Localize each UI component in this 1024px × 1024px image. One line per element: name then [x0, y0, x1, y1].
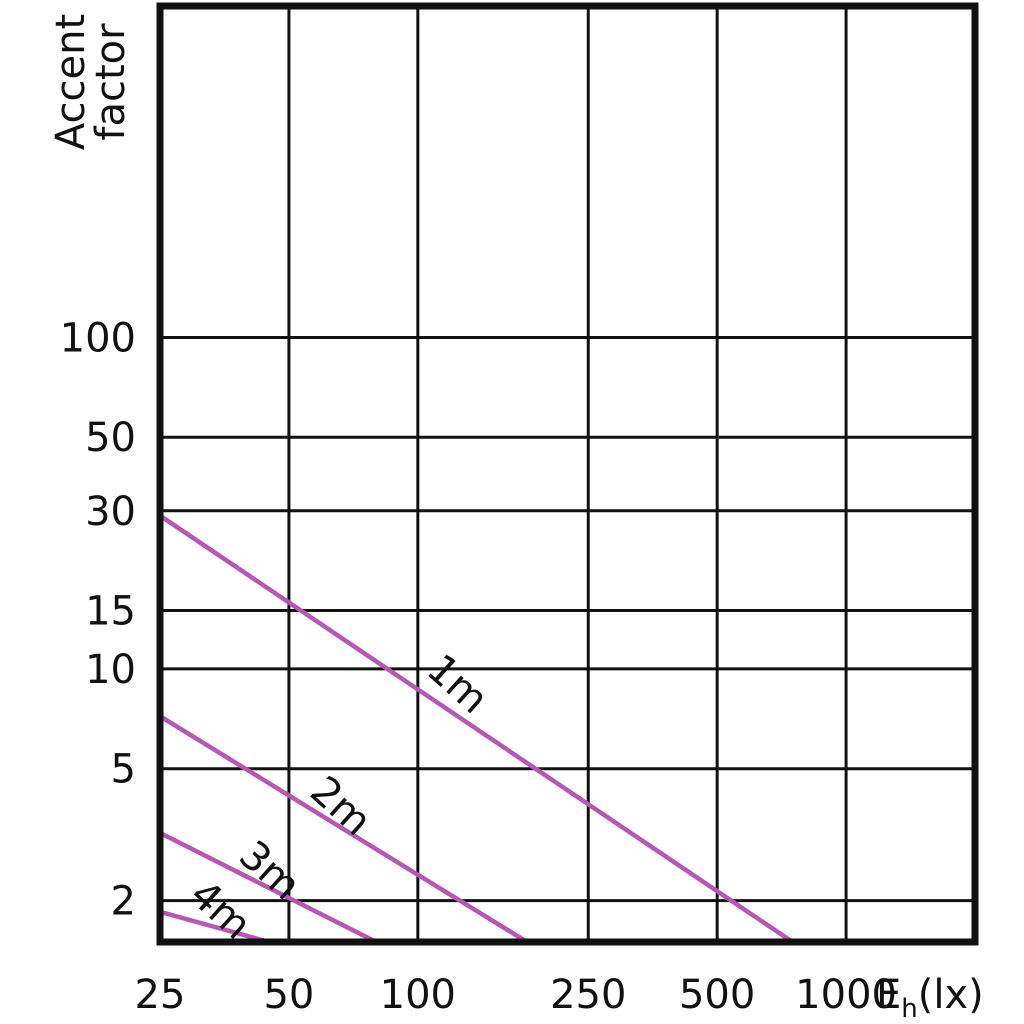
x-tick-label-25: 25: [135, 972, 186, 1018]
x-tick-label-500: 500: [679, 972, 755, 1018]
y-tick-label-100: 100: [60, 315, 136, 361]
y-tick-label-5: 5: [111, 747, 136, 793]
series-label-1m: 1m: [418, 646, 497, 723]
x-tick-labels: 25 50 100 250 500 1000: [135, 972, 897, 1018]
series-label-2m: 2m: [301, 768, 380, 845]
y-tick-label-2: 2: [111, 879, 136, 925]
x-tick-label-100: 100: [380, 972, 456, 1018]
y-tick-label-15: 15: [85, 589, 136, 635]
series-line-4m: [159, 909, 270, 945]
x-axis-label-main: E: [876, 972, 901, 1018]
y-axis-label-line-2: factor: [88, 23, 134, 141]
y-tick-labels: 2 5 10 15 30 50 100: [60, 315, 136, 924]
plot-frame: [156, 2, 979, 946]
y-axis-label: Accent factor: [48, 14, 134, 150]
y-axis-label-line-1: Accent: [48, 14, 94, 150]
x-tick-label-250: 250: [550, 972, 626, 1018]
y-tick-label-30: 30: [85, 489, 136, 535]
x-axis-label-subscript: h: [901, 994, 917, 1024]
series-line-2m: [158, 714, 529, 944]
x-tick-label-50: 50: [263, 972, 314, 1018]
x-axis-label: Eh(lx): [876, 972, 984, 1024]
series-lines: [158, 513, 794, 945]
y-tick-label-50: 50: [85, 415, 136, 461]
series-line-3m: [158, 830, 378, 945]
x-axis-label-unit: (lx): [918, 972, 984, 1018]
series-line-1m: [158, 513, 794, 944]
y-tick-label-10: 10: [85, 647, 136, 693]
x-tick-label-1000: 1000: [795, 972, 897, 1018]
grid: [160, 6, 975, 942]
